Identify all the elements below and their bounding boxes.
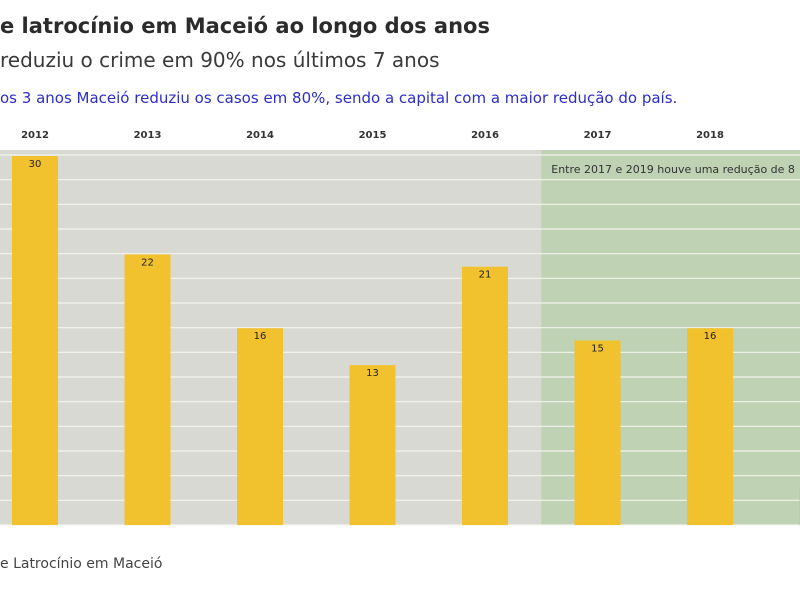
year-labels-group: 2012 2013 2014 2015 2016 2017 2018	[21, 130, 724, 141]
value-labels-group: 30 22 16 13 21 15 16	[29, 159, 717, 379]
year-label-2018: 2018	[696, 130, 724, 141]
value-label-2017: 15	[591, 344, 604, 355]
year-label-2013: 2013	[134, 130, 162, 141]
annotation-group: Entre 2017 e 2019 houve uma redução de 8	[551, 163, 795, 176]
plot-background-group	[0, 150, 800, 525]
year-label-2012: 2012	[21, 130, 49, 141]
value-label-2016: 21	[479, 270, 492, 281]
bar-2016	[462, 266, 508, 525]
bar-2012	[12, 156, 58, 525]
bar-2014	[237, 328, 283, 525]
year-label-2017: 2017	[584, 130, 612, 141]
bar-2018	[687, 328, 733, 525]
value-label-2013: 22	[141, 257, 154, 268]
bar-2015	[349, 365, 396, 525]
value-label-2014: 16	[254, 331, 267, 342]
bar-2013	[124, 254, 171, 525]
value-label-2015: 13	[366, 368, 379, 379]
value-label-2018: 16	[704, 331, 717, 342]
year-label-2014: 2014	[246, 130, 274, 141]
bars-group	[12, 156, 800, 525]
bar-2017	[574, 340, 621, 525]
annotation-text: Entre 2017 e 2019 houve uma redução de 8	[551, 163, 795, 176]
chart-source: e Latrocínio em Maceió	[0, 556, 163, 572]
chart-subtitle: reduziu o crime em 90% nos últimos 7 ano…	[0, 48, 440, 72]
year-label-2016: 2016	[471, 130, 499, 141]
value-label-2012: 30	[29, 159, 42, 170]
year-label-2015: 2015	[359, 130, 387, 141]
chart-title: e latrocínio em Maceió ao longo dos anos	[0, 14, 490, 38]
chart-note: os 3 anos Maceió reduziu os casos em 80%…	[0, 89, 678, 107]
